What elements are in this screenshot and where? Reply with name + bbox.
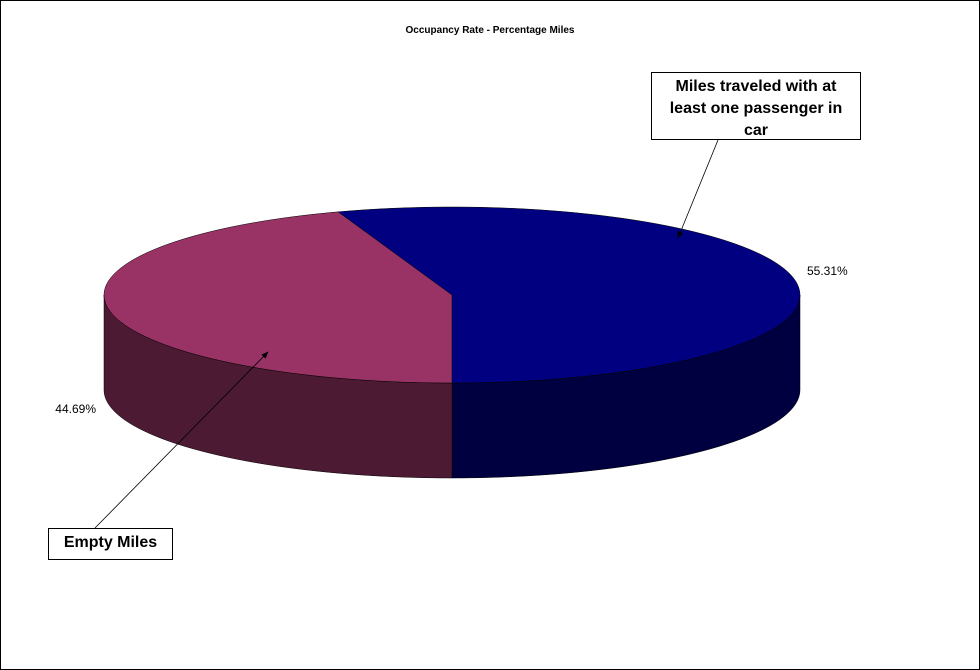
callout-arrow [677, 139, 719, 239]
callout-arrow [94, 351, 269, 529]
labels: 55.31% 44.69% [55, 139, 848, 529]
data-label: 55.31% [807, 264, 848, 278]
category-callout: Miles traveled with at least one passeng… [651, 72, 861, 140]
slice [337, 206, 801, 384]
data-label: 44.69% [55, 402, 96, 416]
chart-title: Occupancy Rate - Percentage Miles [406, 25, 575, 36]
category-callout: Empty Miles [48, 528, 173, 560]
pie [103, 206, 801, 479]
slice [103, 211, 453, 384]
